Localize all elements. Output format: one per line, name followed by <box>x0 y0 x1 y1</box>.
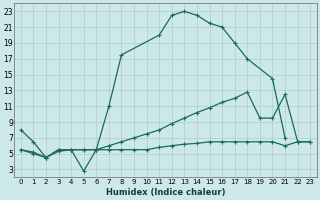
X-axis label: Humidex (Indice chaleur): Humidex (Indice chaleur) <box>106 188 225 197</box>
